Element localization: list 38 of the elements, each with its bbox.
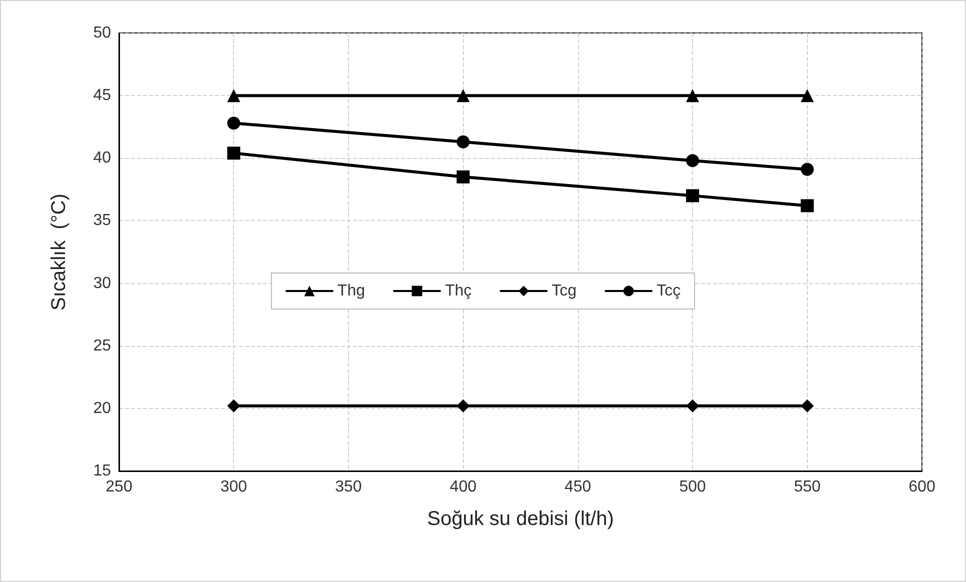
point [686, 89, 700, 102]
y-tick-label: 35 [93, 212, 112, 230]
point [456, 170, 470, 184]
y-tick-label: 30 [93, 274, 112, 292]
point [800, 199, 814, 212]
point [800, 399, 814, 412]
x-tick-label: 500 [679, 478, 706, 496]
x-axis-title: Soğuk su debisi (lt/h) [427, 508, 614, 530]
point [227, 146, 240, 160]
point [456, 89, 470, 102]
x-tick-label: 300 [220, 478, 248, 496]
point [227, 116, 240, 130]
legend-label: Tcg [552, 282, 577, 300]
point [686, 399, 700, 412]
x-tick-label: 350 [335, 478, 362, 496]
point [456, 135, 470, 148]
x-tick-label: 600 [908, 478, 936, 496]
y-tick-label: 25 [93, 337, 112, 354]
point [456, 399, 470, 412]
point [686, 189, 700, 202]
point [800, 162, 814, 176]
y-tick-label: 15 [93, 462, 112, 480]
y-axis-title: Sıcaklık (°C) [48, 194, 70, 310]
y-tick-label: 20 [93, 400, 112, 417]
point [227, 399, 240, 412]
y-tick-label: 45 [93, 87, 112, 104]
point [800, 89, 814, 102]
x-tick-label: 250 [106, 478, 132, 496]
x-tick-label: 450 [564, 478, 592, 496]
y-tick-label: 40 [93, 150, 112, 167]
point [686, 154, 700, 168]
legend-label: Thç [445, 282, 472, 300]
x-tick-label: 550 [794, 478, 821, 496]
y-tick-label: 50 [93, 24, 112, 42]
legend-label: Tcç [656, 282, 681, 300]
point [227, 89, 240, 102]
legend-label: Thg [337, 282, 366, 300]
x-tick-label: 400 [450, 478, 477, 496]
